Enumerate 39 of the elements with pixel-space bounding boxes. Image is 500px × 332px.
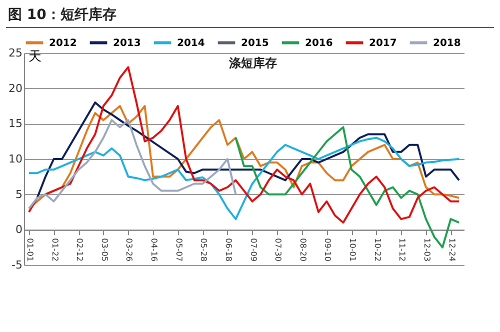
x-tick-label: 07-30	[274, 238, 283, 262]
x-tick-label: 01-01	[25, 238, 34, 262]
y-tick-label: 10	[8, 152, 22, 166]
x-tick-label: 01-22	[50, 238, 60, 262]
legend-label: 2016	[305, 38, 333, 49]
x-tick-label: 11-12	[398, 238, 407, 262]
y-tick-label: -5	[12, 258, 22, 272]
chart-title: 图 10：短纤库存	[6, 6, 494, 28]
legend-label: 2017	[369, 38, 397, 49]
x-tick-label: 03-05	[100, 238, 109, 262]
x-tick-label: 12-24	[447, 238, 456, 262]
y-tick-label: 15	[8, 117, 22, 130]
x-tick-label: 02-12	[75, 238, 84, 262]
x-tick-label: 05-28	[199, 238, 208, 262]
x-tick-label: 06-18	[224, 238, 233, 262]
y-tick-label: 20	[8, 82, 22, 95]
x-tick-label: 08-20	[298, 238, 308, 262]
x-tick-label: 05-07	[174, 238, 184, 262]
x-tick-label: 09-10	[323, 238, 332, 262]
legend-label: 2015	[241, 38, 269, 49]
line-series	[28, 119, 237, 210]
y-axis-title: 天	[28, 50, 42, 64]
y-tick-label: 25	[8, 46, 22, 60]
x-tick-label: 10-22	[372, 238, 382, 262]
legend-label: 2018	[433, 38, 461, 49]
x-tick-label: 07-09	[248, 238, 258, 262]
x-tick-label: 04-16	[150, 238, 159, 262]
chart-subtitle: 涤短库存	[228, 56, 277, 70]
x-tick-label: 12-03	[422, 238, 432, 262]
x-tick-label: 10-01	[348, 238, 358, 262]
line-series	[28, 136, 460, 220]
x-tick-label: 03-26	[124, 238, 134, 262]
y-tick-label: 5	[16, 188, 22, 201]
legend-label: 2012	[49, 38, 77, 49]
legend-label: 2013	[113, 38, 141, 49]
y-tick-label: 0	[16, 223, 22, 236]
legend-label: 2014	[177, 38, 205, 49]
line-series	[28, 105, 460, 210]
line-series	[36, 101, 460, 199]
